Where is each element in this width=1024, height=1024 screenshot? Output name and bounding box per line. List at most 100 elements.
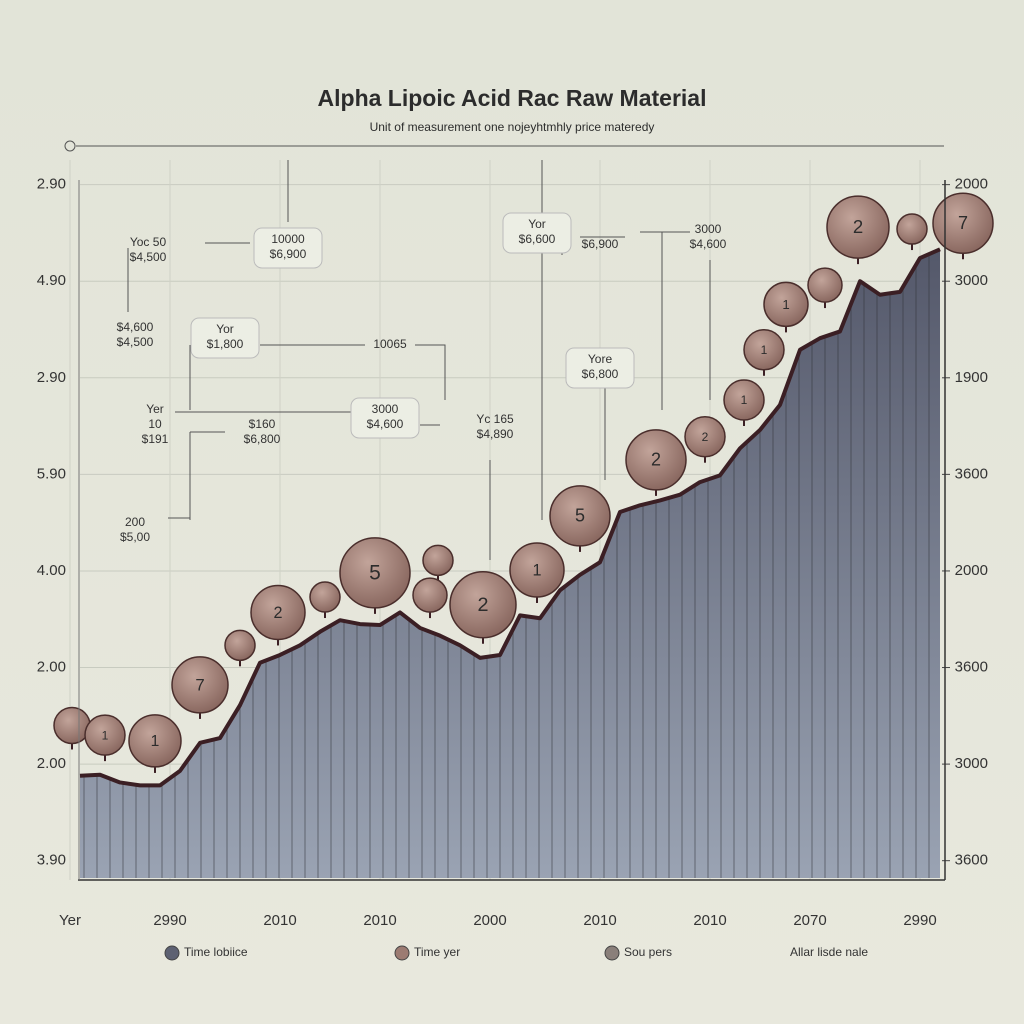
legend-label: Time yer [414, 945, 460, 959]
annotation-text: $5,00 [120, 530, 150, 544]
annotation-text: $4,500 [130, 250, 167, 264]
bubble [250, 584, 306, 641]
y-tick-label: 3.90 [37, 852, 66, 869]
annotation-box [350, 397, 420, 439]
annotation-text: $4,890 [477, 427, 514, 441]
area-line [79, 247, 941, 788]
bubble [932, 192, 994, 255]
annotation-text: $4,600 [690, 237, 727, 251]
annotation-box [565, 347, 635, 389]
bubble [743, 329, 785, 371]
bubble [224, 629, 256, 662]
bubble [84, 714, 126, 756]
y-tick-label: 2.00 [37, 755, 66, 772]
bubble-label: 1 [761, 343, 768, 357]
x-tick-label: 2070 [793, 912, 826, 929]
bubble [509, 542, 565, 598]
bubble-label: 2 [702, 430, 709, 444]
legend-label: Allar lisde nale [790, 945, 868, 959]
annotation-text: $6,900 [582, 237, 619, 251]
y2-tick-label: 2000 [955, 176, 988, 193]
bubble-label: 1 [151, 733, 160, 750]
bubble [449, 571, 517, 639]
y2-tick-label: 1900 [955, 369, 988, 386]
annotation-text: $1,800 [207, 337, 244, 351]
x-tick-label: 2010 [263, 912, 296, 929]
y2-tick-label: 3600 [955, 658, 988, 675]
x-tick-label: 2990 [153, 912, 186, 929]
y-tick-label: 2.90 [37, 369, 66, 386]
x-tick-label: 2010 [583, 912, 616, 929]
annotation-text: $6,900 [270, 247, 307, 261]
annotation-text: $191 [142, 432, 169, 446]
legend-marker [604, 945, 620, 961]
bubble-label: 7 [958, 213, 968, 233]
y2-tick-label: 2000 [955, 562, 988, 579]
x-tick-label: 2010 [363, 912, 396, 929]
annotation-text: $4,500 [117, 335, 154, 349]
bubble [128, 714, 182, 768]
y2-tick-label: 3600 [955, 852, 988, 869]
bubble [826, 195, 890, 259]
bubble [684, 415, 726, 458]
annotation-text: 3000 [695, 222, 722, 236]
bubble-label: 1 [782, 297, 789, 312]
x-tick-label: 2000 [473, 912, 506, 929]
annotation-text: $6,800 [582, 367, 619, 381]
bubble-label: 2 [651, 450, 661, 470]
annotation-text: 200 [125, 515, 145, 529]
bubble-label: 7 [195, 675, 204, 694]
x-tick-label: Yer [59, 912, 81, 929]
annotation-text: 10065 [373, 337, 407, 351]
annotation-box [253, 227, 323, 269]
x-tick-label: 2010 [693, 912, 726, 929]
bubble-label: 2 [853, 216, 863, 237]
legend-label: Time lobiice [184, 945, 248, 959]
bubble [723, 379, 765, 421]
annotation-text: 10000 [271, 232, 305, 246]
y2-tick-label: 3000 [955, 755, 988, 772]
bubble-label: 2 [477, 594, 488, 616]
legend-marker [394, 945, 410, 961]
area-stripes [80, 249, 940, 878]
annotation-text: $4,600 [367, 417, 404, 431]
y-tick-label: 4.00 [37, 562, 66, 579]
bubble [171, 656, 229, 714]
y2-tick-label: 3600 [955, 465, 988, 482]
annotation-text: Yor [528, 217, 546, 231]
leader-line [415, 344, 446, 400]
bubble-label: 5 [369, 561, 381, 584]
legend-marker [164, 945, 180, 961]
x-tick-label: 2990 [903, 912, 936, 929]
bubble [549, 485, 611, 547]
annotation-text: Yore [588, 352, 613, 366]
bubble [422, 544, 454, 577]
y-tick-label: 2.00 [37, 658, 66, 675]
y-tick-label: 5.90 [37, 465, 66, 482]
annotation-text: Yor [216, 322, 234, 336]
bubble-label: 5 [575, 506, 585, 526]
annotation-text: Yc 165 [476, 412, 514, 426]
y2-tick-label: 3000 [955, 272, 988, 289]
annotation-text: $160 [249, 417, 276, 431]
annotation-text: $6,800 [244, 432, 281, 446]
header-rule-end [64, 140, 76, 152]
annotation-text: 3000 [372, 402, 399, 416]
chart-subtitle: Unit of measurement one nojeyhtmhly pric… [370, 120, 655, 134]
y-tick-label: 2.90 [37, 176, 66, 193]
bubble [339, 537, 411, 609]
bubble-label: 1 [741, 393, 748, 407]
annotation-box [502, 212, 572, 254]
y-tick-label: 4.90 [37, 272, 66, 289]
bubble [625, 429, 687, 491]
annotation-box [190, 317, 260, 359]
bubble-label: 1 [102, 728, 109, 742]
bubble [309, 581, 341, 613]
bubble-label: 1 [532, 561, 541, 579]
annotation-text: $6,600 [519, 232, 556, 246]
bubble [412, 577, 448, 613]
bubble [896, 213, 928, 245]
bubble-label: 2 [273, 604, 282, 622]
bubble [807, 267, 843, 303]
